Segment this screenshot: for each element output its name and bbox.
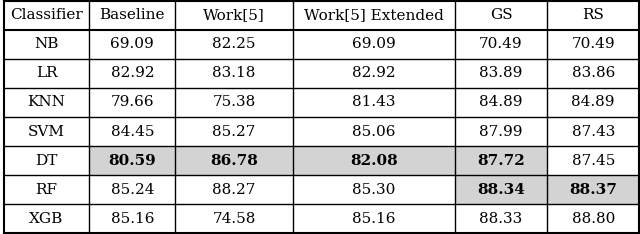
Text: Classifier: Classifier bbox=[10, 8, 83, 22]
Text: NB: NB bbox=[35, 37, 59, 51]
Text: 79.66: 79.66 bbox=[111, 95, 154, 110]
Text: 87.43: 87.43 bbox=[572, 124, 615, 139]
Bar bbox=[293, 146, 455, 175]
Text: GS: GS bbox=[490, 8, 513, 22]
Text: 83.86: 83.86 bbox=[572, 66, 615, 80]
Text: 85.16: 85.16 bbox=[111, 212, 154, 226]
Text: 85.27: 85.27 bbox=[212, 124, 256, 139]
Bar bbox=[90, 146, 175, 175]
Bar bbox=[455, 175, 547, 204]
Text: 75.38: 75.38 bbox=[212, 95, 255, 110]
Text: 84.89: 84.89 bbox=[479, 95, 523, 110]
Text: 70.49: 70.49 bbox=[479, 37, 523, 51]
Text: 85.30: 85.30 bbox=[352, 183, 396, 197]
Text: Baseline: Baseline bbox=[100, 8, 165, 22]
Text: DT: DT bbox=[35, 154, 58, 168]
Text: 85.16: 85.16 bbox=[352, 212, 396, 226]
Text: RS: RS bbox=[582, 8, 604, 22]
Text: 85.24: 85.24 bbox=[111, 183, 154, 197]
Text: 82.25: 82.25 bbox=[212, 37, 256, 51]
Text: 88.37: 88.37 bbox=[569, 183, 617, 197]
Text: 80.59: 80.59 bbox=[108, 154, 156, 168]
Text: 84.89: 84.89 bbox=[572, 95, 615, 110]
Text: 69.09: 69.09 bbox=[352, 37, 396, 51]
Text: 88.34: 88.34 bbox=[477, 183, 525, 197]
Text: RF: RF bbox=[35, 183, 58, 197]
Text: 82.92: 82.92 bbox=[111, 66, 154, 80]
Text: 81.43: 81.43 bbox=[352, 95, 396, 110]
Text: 82.92: 82.92 bbox=[352, 66, 396, 80]
Text: 83.18: 83.18 bbox=[212, 66, 256, 80]
Text: 69.09: 69.09 bbox=[111, 37, 154, 51]
Text: 87.45: 87.45 bbox=[572, 154, 615, 168]
Text: XGB: XGB bbox=[29, 212, 63, 226]
Bar bbox=[547, 175, 639, 204]
Text: 88.80: 88.80 bbox=[572, 212, 615, 226]
Text: 84.45: 84.45 bbox=[111, 124, 154, 139]
Text: 88.27: 88.27 bbox=[212, 183, 256, 197]
Text: 83.89: 83.89 bbox=[479, 66, 523, 80]
Text: 74.58: 74.58 bbox=[212, 212, 256, 226]
Text: 87.99: 87.99 bbox=[479, 124, 523, 139]
Text: 86.78: 86.78 bbox=[210, 154, 258, 168]
Text: Work[5]: Work[5] bbox=[203, 8, 265, 22]
Text: 70.49: 70.49 bbox=[572, 37, 615, 51]
Text: KNN: KNN bbox=[28, 95, 65, 110]
Text: 85.06: 85.06 bbox=[352, 124, 396, 139]
Bar bbox=[455, 146, 547, 175]
Text: 87.72: 87.72 bbox=[477, 154, 525, 168]
Text: 82.08: 82.08 bbox=[350, 154, 398, 168]
Text: Work[5] Extended: Work[5] Extended bbox=[304, 8, 444, 22]
Text: SVM: SVM bbox=[28, 124, 65, 139]
Text: 88.33: 88.33 bbox=[479, 212, 523, 226]
Text: LR: LR bbox=[36, 66, 58, 80]
Bar bbox=[175, 146, 293, 175]
